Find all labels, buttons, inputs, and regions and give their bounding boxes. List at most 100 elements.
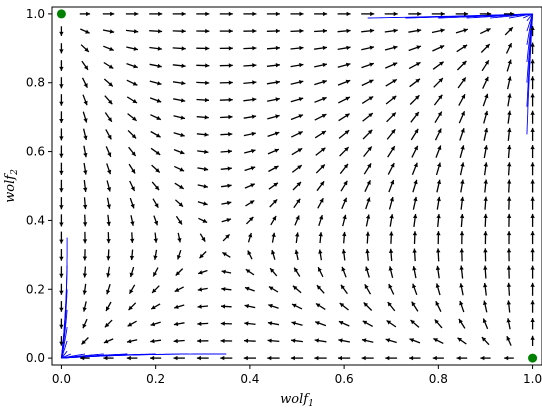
trajectory-line (526, 13, 534, 135)
vector-arrow (507, 145, 512, 159)
vector-arrow (103, 61, 114, 70)
vector-arrow (318, 249, 323, 261)
vector-arrow (409, 338, 421, 344)
vector-arrow (408, 11, 422, 17)
vector-arrow (59, 214, 64, 227)
vector-arrow (198, 217, 208, 224)
vector-arrow (106, 197, 111, 209)
vector-arrow (388, 248, 394, 261)
vector-arrow (172, 11, 186, 17)
vector-arrow (361, 11, 375, 17)
vector-arrow (530, 110, 535, 124)
vector-field-layer (59, 11, 535, 361)
vector-arrow (317, 266, 324, 278)
vector-arrow (196, 355, 209, 361)
vector-arrow (505, 42, 513, 54)
vector-arrow (269, 198, 278, 208)
vector-arrow (314, 28, 328, 34)
vector-arrow (458, 318, 466, 329)
vector-arrow (506, 300, 511, 313)
vector-arrow (436, 231, 441, 245)
vector-arrow (314, 130, 327, 139)
vector-arrow (197, 287, 208, 292)
vector-arrow (459, 162, 465, 176)
vector-arrow (219, 11, 233, 17)
vector-arrow (434, 319, 443, 329)
vector-arrow (458, 93, 466, 106)
vector-arrow (435, 283, 441, 296)
vector-arrow (82, 197, 88, 210)
vector-arrow (197, 321, 209, 326)
vector-arrow (106, 266, 111, 278)
vector-arrow (106, 214, 111, 227)
vector-arrow (385, 355, 398, 361)
vector-arrow (152, 198, 159, 209)
vector-arrow (150, 303, 161, 310)
vector-arrow (152, 267, 159, 277)
vector-arrow (243, 11, 257, 17)
vector-arrow (365, 214, 371, 227)
vector-arrow (409, 94, 420, 105)
vector-arrow (436, 196, 441, 210)
vector-arrow (364, 283, 372, 295)
vector-arrow (483, 282, 488, 296)
vector-arrow (290, 62, 304, 68)
y-tick-label: 0.0 (26, 351, 45, 365)
vector-arrow (456, 355, 468, 361)
vector-arrow (479, 11, 492, 17)
vector-arrow (244, 166, 256, 172)
vector-arrow (291, 321, 303, 326)
x-axis: 0.0 0.2 0.4 0.6 0.8 1.0 (52, 365, 542, 386)
vector-arrow (59, 26, 64, 36)
trajectory-layer (60, 13, 534, 359)
vector-arrow (79, 11, 91, 17)
vector-arrow (196, 80, 210, 85)
vector-arrow (483, 162, 488, 176)
vector-arrow (338, 355, 351, 361)
vector-arrow (243, 131, 256, 137)
vector-arrow (59, 266, 64, 278)
vector-arrow (130, 215, 135, 226)
vector-arrow (106, 232, 111, 244)
vector-arrow (291, 303, 303, 310)
vector-arrow (362, 320, 374, 327)
vector-arrow (483, 179, 488, 193)
vector-arrow (243, 80, 257, 85)
vector-arrow (82, 94, 88, 106)
vector-arrow (457, 77, 467, 89)
x-tick-label: 0.2 (146, 372, 165, 386)
y-tick-label: 0.8 (26, 76, 45, 90)
vector-arrow (59, 197, 64, 210)
vector-arrow (337, 79, 351, 86)
vector-arrow (80, 44, 90, 53)
vector-arrow (172, 46, 186, 51)
vector-arrow (267, 355, 280, 361)
vector-arrow (129, 197, 135, 209)
vector-arrow (59, 231, 64, 244)
vector-arrow (128, 302, 137, 311)
vector-arrow (506, 231, 512, 245)
vector-arrow (151, 164, 161, 173)
vector-arrow (530, 318, 535, 330)
vector-arrow (153, 249, 158, 260)
vector-arrow (290, 355, 304, 361)
vector-arrow (317, 197, 324, 209)
vector-arrow (530, 248, 535, 262)
vector-arrow (506, 59, 512, 72)
vector-arrow (80, 28, 90, 34)
vector-arrow (386, 112, 397, 123)
vector-arrow (389, 214, 394, 227)
vector-arrow (385, 95, 397, 105)
vector-arrow (339, 146, 350, 157)
vector-arrow (314, 96, 327, 103)
vector-arrow (174, 199, 184, 208)
vector-arrow (480, 355, 491, 361)
vector-arrow (219, 28, 233, 34)
x-tick-label: 0.0 (52, 372, 71, 386)
vector-arrow (530, 145, 535, 159)
vector-arrow (221, 200, 232, 206)
vector-arrow (82, 301, 87, 312)
vector-arrow (196, 28, 210, 34)
vector-arrow (82, 249, 88, 261)
vector-arrow (243, 338, 256, 343)
